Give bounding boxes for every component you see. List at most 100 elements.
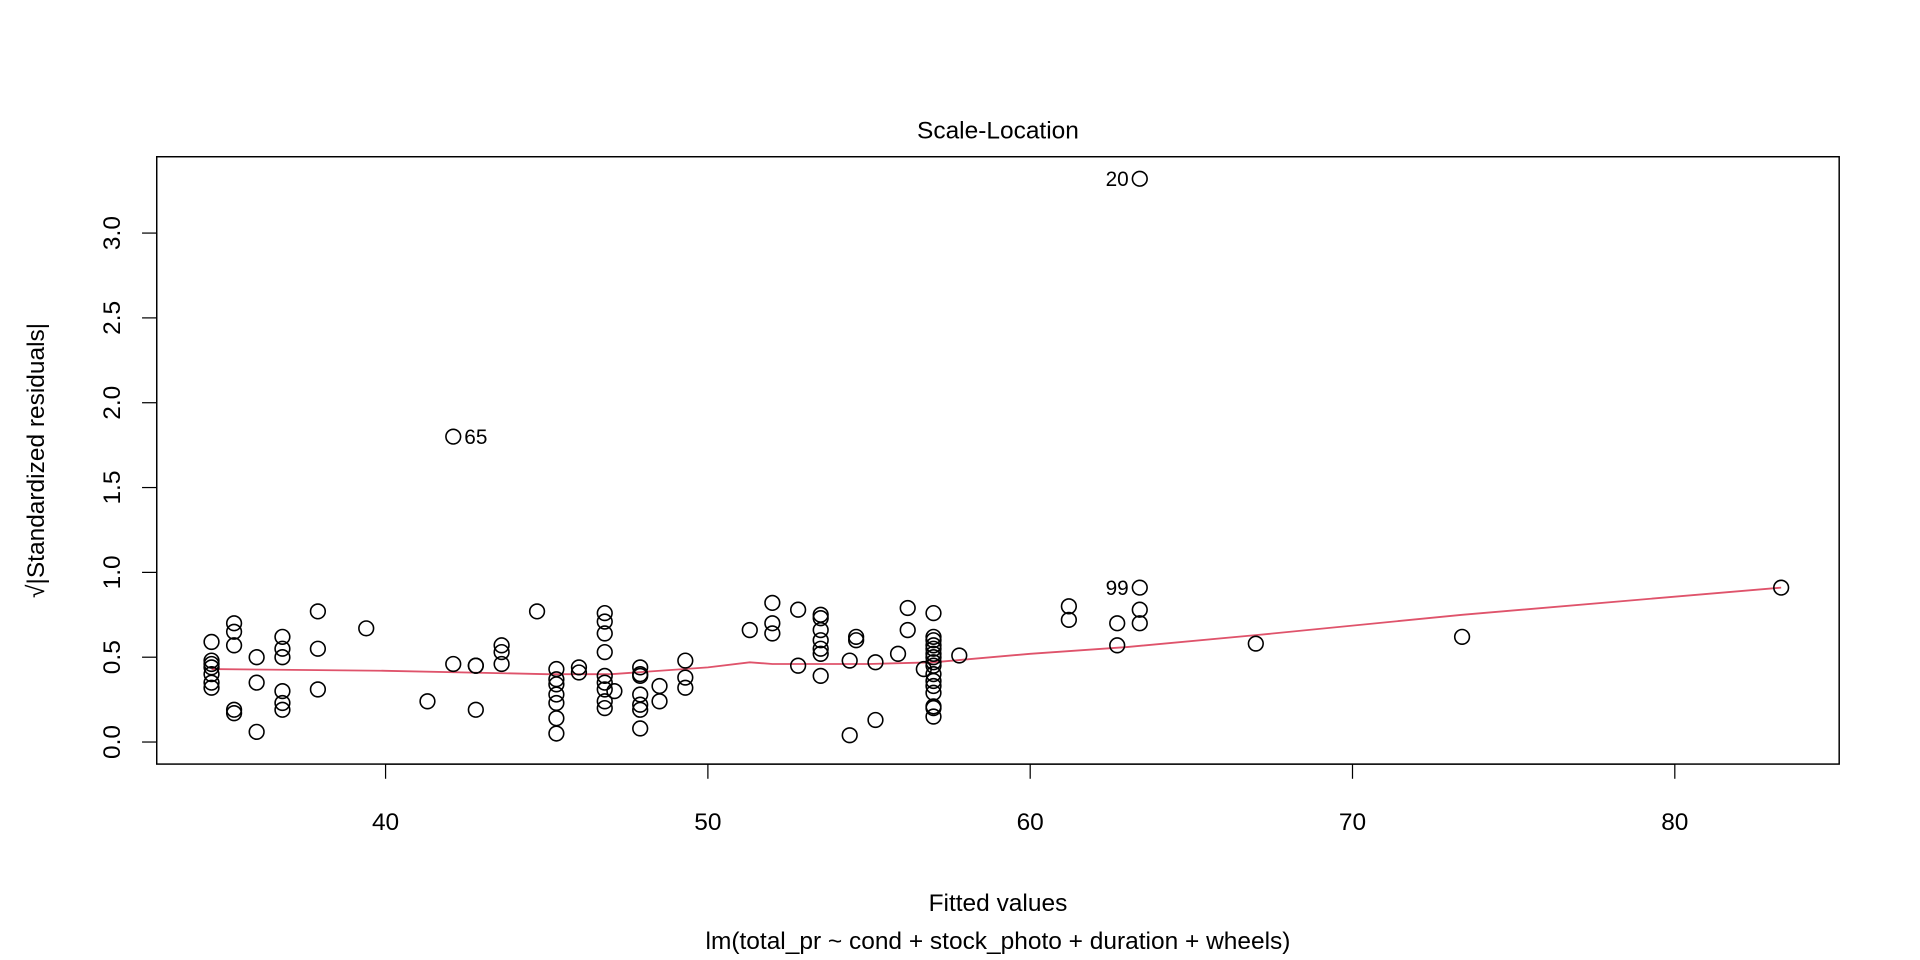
data-point bbox=[899, 599, 916, 617]
data-point bbox=[274, 694, 291, 712]
y-axis-label: √|Standardized residuals| bbox=[23, 323, 50, 598]
data-point bbox=[1773, 579, 1790, 596]
chart-title: Scale-Location bbox=[917, 117, 1079, 144]
data-point bbox=[467, 701, 484, 718]
data-point bbox=[493, 643, 510, 661]
data-point bbox=[651, 677, 668, 695]
data-point bbox=[1131, 615, 1148, 632]
data-point bbox=[812, 667, 829, 685]
data-point bbox=[225, 637, 243, 654]
data-point bbox=[1131, 601, 1148, 618]
y-tick-label: 2.0 bbox=[99, 386, 126, 420]
data-point-outlier bbox=[445, 428, 462, 445]
data-point bbox=[467, 657, 484, 674]
data-point bbox=[225, 623, 243, 640]
data-point bbox=[925, 672, 942, 690]
y-tick-label: 1.5 bbox=[99, 471, 126, 505]
x-axis-label: Fitted values bbox=[929, 890, 1068, 917]
data-point bbox=[841, 727, 858, 744]
y-tick-label: 3.0 bbox=[99, 216, 126, 250]
y-tick-label: 1.0 bbox=[99, 555, 126, 589]
data-point bbox=[203, 633, 220, 651]
x-tick-label: 40 bbox=[372, 809, 399, 836]
data-point bbox=[812, 640, 829, 657]
data-point bbox=[203, 679, 220, 696]
x-tick-label: 60 bbox=[1017, 809, 1044, 836]
data-point bbox=[309, 603, 327, 620]
data-point bbox=[632, 659, 649, 676]
data-point bbox=[812, 621, 829, 639]
data-point bbox=[632, 667, 649, 685]
data-point bbox=[493, 655, 510, 673]
data-point bbox=[848, 632, 865, 649]
data-point bbox=[632, 701, 649, 718]
data-point bbox=[225, 615, 243, 632]
data-point bbox=[951, 647, 968, 664]
data-point bbox=[203, 666, 220, 683]
data-point bbox=[548, 710, 565, 727]
data-point bbox=[841, 652, 858, 669]
data-point bbox=[274, 701, 291, 718]
data-point bbox=[596, 699, 613, 717]
data-point bbox=[596, 681, 613, 698]
data-point bbox=[248, 723, 265, 740]
data-point bbox=[925, 666, 942, 683]
data-point bbox=[764, 625, 781, 642]
data-point bbox=[548, 725, 565, 742]
data-point bbox=[812, 610, 829, 627]
plot-frame bbox=[156, 156, 1840, 765]
data-point bbox=[596, 604, 613, 622]
data-point bbox=[274, 649, 291, 666]
data-point bbox=[889, 645, 907, 662]
data-point bbox=[203, 674, 220, 691]
point-labels: 20 65 99 bbox=[464, 168, 1128, 600]
data-point bbox=[528, 603, 546, 620]
data-point bbox=[596, 613, 613, 630]
data-point bbox=[764, 594, 781, 612]
data-point bbox=[925, 640, 942, 657]
data-point bbox=[309, 640, 327, 657]
data-point bbox=[867, 654, 884, 671]
data-point bbox=[596, 674, 613, 691]
data-point bbox=[596, 667, 613, 685]
data-point bbox=[596, 625, 613, 642]
data-point bbox=[899, 621, 916, 639]
data-point bbox=[248, 674, 265, 691]
data-point bbox=[570, 659, 588, 676]
data-point bbox=[419, 693, 436, 710]
data-point bbox=[358, 620, 375, 637]
outlier-label: 99 bbox=[1106, 577, 1129, 600]
data-point bbox=[789, 657, 807, 674]
y-tick-label: 2.5 bbox=[99, 301, 126, 335]
data-point bbox=[867, 711, 884, 729]
data-point bbox=[596, 643, 613, 661]
data-point bbox=[764, 615, 781, 632]
data-point bbox=[925, 699, 942, 717]
data-point bbox=[677, 652, 694, 669]
data-point bbox=[632, 696, 649, 713]
data-point bbox=[632, 720, 649, 737]
x-tick-label: 50 bbox=[694, 809, 721, 836]
points-layer bbox=[203, 170, 1790, 744]
data-point bbox=[225, 705, 243, 722]
x-axis: 40 50 60 70 80 bbox=[372, 763, 1688, 836]
data-point bbox=[1453, 628, 1471, 645]
data-point bbox=[848, 628, 865, 645]
data-point bbox=[789, 601, 807, 618]
data-point bbox=[1109, 615, 1126, 632]
y-tick-label: 0.0 bbox=[99, 725, 126, 759]
data-point bbox=[1060, 611, 1078, 629]
data-point bbox=[677, 679, 694, 696]
data-point bbox=[548, 676, 565, 693]
data-point bbox=[274, 640, 291, 657]
data-point bbox=[741, 621, 758, 639]
y-tick-label: 0.5 bbox=[99, 640, 126, 674]
data-point bbox=[248, 649, 265, 666]
outlier-label: 65 bbox=[464, 426, 487, 449]
data-point bbox=[812, 645, 829, 662]
data-point bbox=[606, 682, 623, 700]
y-axis-label-text: |Standardized residuals| bbox=[23, 323, 50, 585]
data-point bbox=[1060, 598, 1078, 615]
data-point bbox=[925, 632, 942, 649]
